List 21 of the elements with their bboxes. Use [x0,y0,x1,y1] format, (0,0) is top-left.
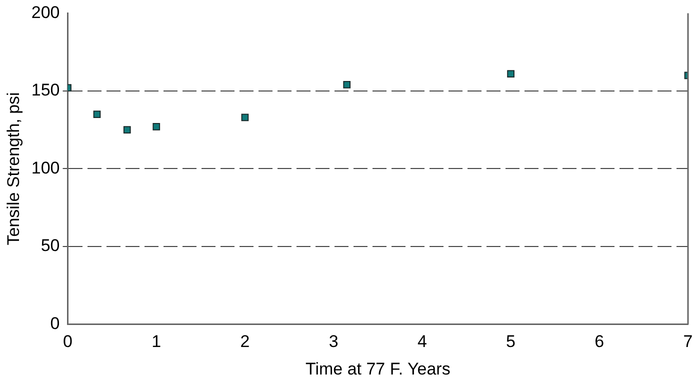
y-tick-label: 200 [31,2,60,22]
x-tick-label: 6 [594,332,604,352]
point [343,81,351,88]
x-tick-label: 1 [152,332,162,352]
x-tick-label: 7 [683,332,693,352]
x-tick-label: 5 [506,332,516,352]
y-tick-label: 100 [31,158,60,178]
x-tick-label: 0 [63,332,72,352]
x-tick-label: 4 [417,332,427,352]
point [152,123,160,130]
y-axis-title: Tensile Strength, psi [4,92,23,246]
point [241,114,249,122]
x-tick-label: 2 [240,332,250,352]
y-tick-label: 0 [50,314,60,333]
x-axis-title: Time at 77 F. Years [305,359,450,378]
point [123,126,131,134]
y-tick-label: 150 [31,80,60,100]
point [93,110,101,118]
point [507,70,514,78]
y-tick-label: 50 [40,236,60,256]
x-tick-label: 3 [328,332,338,352]
